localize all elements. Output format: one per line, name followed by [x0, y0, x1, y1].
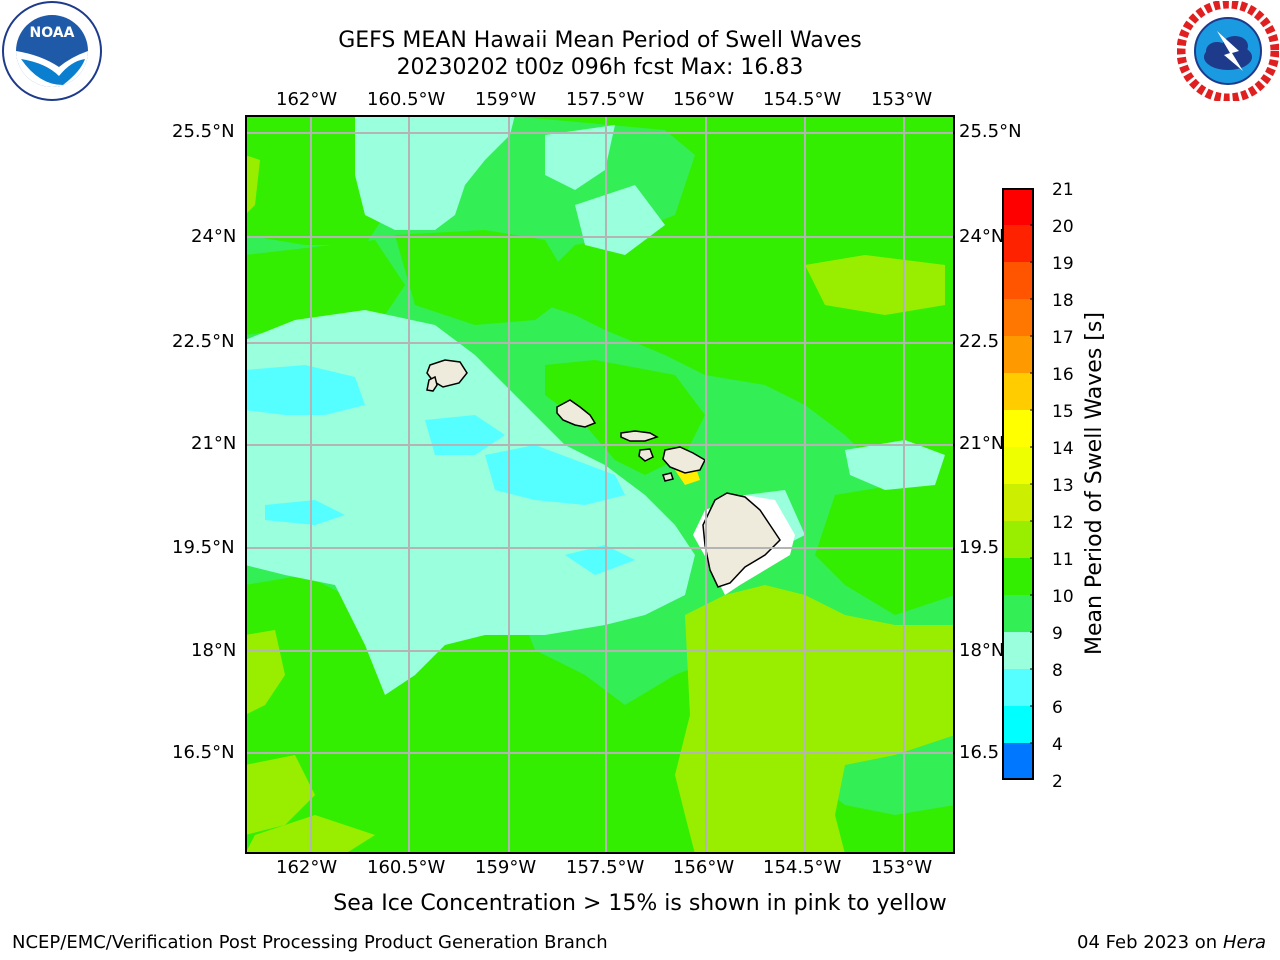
lat-label-left: 25.5°N	[172, 121, 235, 142]
colorbar-band	[1002, 669, 1034, 707]
colorbar-tick-label: 20	[1052, 217, 1074, 237]
lat-label-right: 16.5	[959, 742, 1000, 763]
colorbar-band	[1002, 447, 1034, 485]
colorbar-band	[1002, 632, 1034, 670]
lon-label-top: 159°W	[475, 89, 537, 110]
lat-label-right: 21°N	[959, 433, 1005, 454]
lon-label-bottom: 156°W	[673, 857, 735, 878]
colorbar-tick-label: 13	[1052, 476, 1074, 496]
colorbar-tick-label: 15	[1052, 402, 1074, 422]
island-oahu	[556, 399, 597, 428]
lon-label-top: 154.5°W	[763, 89, 842, 110]
colorbar-tick-label: 14	[1052, 439, 1074, 459]
lon-label-bottom: 162°W	[276, 857, 338, 878]
noaa-logo: NOAA	[1, 1, 103, 101]
lon-label-bottom: 153°W	[871, 857, 933, 878]
colorbar-tick-label: 16	[1052, 365, 1074, 385]
map-panel	[245, 115, 965, 854]
map-subtitle: 20230202 t00z 096h fcst Max: 16.83	[396, 55, 804, 80]
island-niihau-kauai	[426, 359, 468, 388]
lon-label-bottom: 154.5°W	[763, 857, 842, 878]
colorbar-band	[1002, 558, 1034, 596]
colorbar-tick-label: 2	[1052, 772, 1063, 792]
lat-label-right: 22.5	[959, 331, 1000, 352]
lon-label-bottom: 159°W	[475, 857, 537, 878]
map-frame	[245, 115, 955, 854]
colorbar-band	[1002, 262, 1034, 300]
lat-label-left: 16.5°N	[172, 742, 235, 763]
lon-label-bottom: 160.5°W	[367, 857, 446, 878]
island-molokai	[620, 430, 659, 442]
colorbar-band	[1002, 706, 1034, 744]
lat-label-right: 24°N	[959, 226, 1005, 247]
colorbar-band	[1002, 521, 1034, 559]
lat-label-left: 18°N	[191, 640, 237, 661]
colorbar-band	[1002, 188, 1034, 226]
footer-machine: Hera	[1222, 932, 1266, 953]
island-kahoolawe	[662, 472, 674, 482]
lon-label-top: 160.5°W	[367, 89, 446, 110]
colorbar-band	[1002, 595, 1034, 633]
island-niihau	[426, 375, 438, 392]
colorbar-band	[1002, 373, 1034, 411]
lon-label-top: 162°W	[276, 89, 338, 110]
colorbar-tick-label: 4	[1052, 735, 1063, 755]
footer-left: NCEP/EMC/Verification Post Processing Pr…	[12, 932, 608, 953]
colorbar-band	[1002, 484, 1034, 522]
lon-label-top: 153°W	[871, 89, 933, 110]
colorbar-tick-label: 17	[1052, 328, 1074, 348]
noaa-logo-text: NOAA	[30, 25, 75, 41]
lat-label-left: 19.5°N	[172, 537, 235, 558]
colorbar-title: Mean Period of Swell Waves [s]	[1082, 312, 1107, 655]
colorbar-bands	[1002, 187, 1034, 781]
lat-label-right: 18°N	[959, 640, 1005, 661]
swell-period-map	[245, 115, 965, 854]
lon-label-top: 157.5°W	[566, 89, 645, 110]
islands	[426, 359, 781, 588]
footer-right: 04 Feb 2023 on Hera	[1077, 932, 1266, 953]
lat-label-right: 19.5	[959, 537, 1000, 558]
lat-label-left: 24°N	[191, 226, 237, 247]
lon-label-bottom: 157.5°W	[566, 857, 645, 878]
colorbar-band	[1002, 225, 1034, 263]
colorbar-band	[1002, 336, 1034, 374]
footer-date: 04 Feb 2023 on	[1077, 932, 1218, 953]
colorbar-tick-label: 8	[1052, 661, 1063, 681]
colorbar-tick-label: 11	[1052, 550, 1074, 570]
nws-logo	[1176, 0, 1280, 103]
graticule	[245, 115, 955, 854]
sea-ice-caption: Sea Ice Concentration > 15% is shown in …	[333, 891, 947, 916]
map-title: GEFS MEAN Hawaii Mean Period of Swell Wa…	[338, 28, 862, 53]
colorbar-tick-label: 12	[1052, 513, 1074, 533]
colorbar-tick-label: 21	[1052, 180, 1074, 200]
colorbar-tick-label: 6	[1052, 698, 1063, 718]
lat-label-right: 25.5°N	[959, 121, 1022, 142]
lon-label-top: 156°W	[673, 89, 735, 110]
colorbar-tick-label: 9	[1052, 624, 1063, 644]
colorbar-band	[1002, 299, 1034, 337]
lat-label-left: 22.5°N	[172, 331, 235, 352]
colorbar-tick-label: 19	[1052, 254, 1074, 274]
lat-label-left: 21°N	[191, 433, 237, 454]
colorbar-tick-label: 18	[1052, 291, 1074, 311]
colorbar-frame	[1002, 188, 1034, 780]
colorbar-band	[1002, 410, 1034, 448]
island-lanai	[638, 448, 654, 462]
colorbar-tick-label: 10	[1052, 587, 1074, 607]
colorbar-band	[1002, 743, 1034, 781]
colorbar	[1002, 187, 1034, 781]
island-maui	[662, 446, 706, 474]
